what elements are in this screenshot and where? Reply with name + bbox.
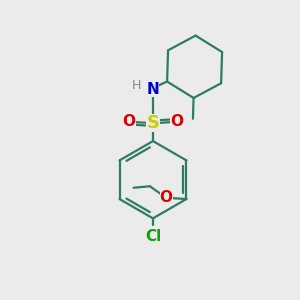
Text: N: N	[147, 82, 159, 97]
Text: S: S	[146, 114, 160, 132]
Text: H: H	[132, 79, 141, 92]
Text: O: O	[160, 190, 173, 205]
Text: O: O	[170, 114, 183, 129]
Text: Cl: Cl	[145, 229, 161, 244]
Text: O: O	[123, 114, 136, 129]
